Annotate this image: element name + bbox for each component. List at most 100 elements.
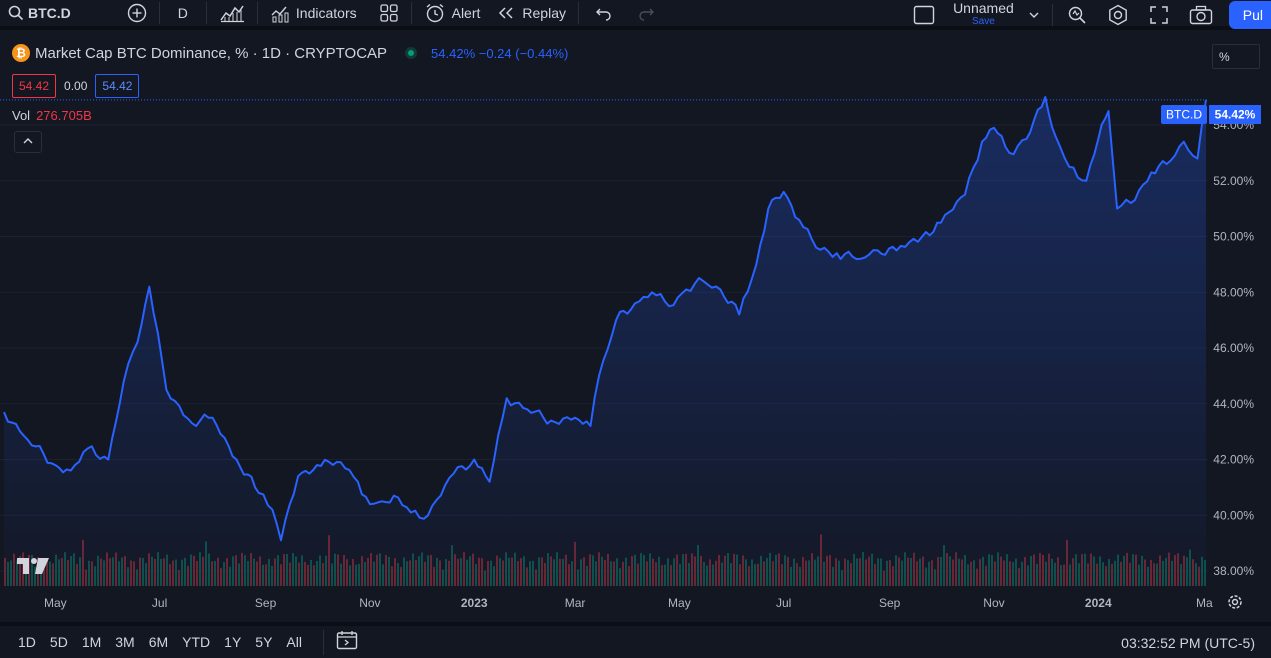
volume-legend[interactable]: Vol 276.705B	[12, 108, 92, 123]
camera-icon	[1189, 5, 1213, 25]
last-price-value: 54.42%	[1215, 108, 1256, 122]
chart-pane[interactable]: 54.00% 52.00% 50.00% 48.00% 46.00% 44.00% 42.0…	[0, 34, 1271, 622]
price-tick-label: 48.00%	[1213, 285, 1254, 299]
price-tick-label: 42.00%	[1213, 453, 1254, 467]
range-1m[interactable]: 1M	[81, 634, 102, 650]
layout-square-icon	[913, 5, 935, 25]
chart-legend[interactable]: ₿ Market Cap BTC Dominance, % · 1D · CRY…	[12, 44, 568, 62]
date-range-button[interactable]	[322, 629, 358, 655]
range-1y[interactable]: 1Y	[224, 634, 242, 650]
last-price-label: BTC.D 54.42%	[1161, 105, 1261, 124]
axis-settings-button[interactable]	[1226, 593, 1244, 616]
series-line	[3, 96, 1207, 542]
publish-label: Pul	[1242, 7, 1263, 23]
scale-mode-field[interactable]: %	[1212, 44, 1260, 69]
legend-title: Market Cap BTC Dominance, % · 1D · CRYPT…	[35, 44, 388, 62]
templates-button[interactable]	[371, 0, 407, 28]
time-tick-label: Mar	[565, 596, 586, 610]
clock-timezone[interactable]: 03:32:52 PM (UTC-5)	[1121, 635, 1255, 651]
range-1d[interactable]: 1D	[18, 634, 36, 650]
search-icon	[8, 5, 24, 21]
tradingview-logo-icon[interactable]	[16, 556, 50, 582]
toolbar-divider	[578, 2, 579, 24]
value-plain: 0.00	[64, 79, 88, 93]
time-tick-label: Jul	[776, 596, 791, 610]
calendar-goto-icon	[336, 630, 358, 654]
toolbar-divider	[410, 2, 412, 24]
legend-values: 54.42 0.00 54.42	[12, 74, 140, 98]
interval-button[interactable]: D	[164, 0, 202, 28]
time-tick-label: Sep	[879, 596, 901, 610]
time-tick-label: 2024	[1085, 596, 1112, 610]
snapshot-button[interactable]	[1179, 0, 1223, 30]
layout-name[interactable]: Unnamed Save	[949, 0, 1018, 28]
last-price-symbol: BTC.D	[1166, 108, 1202, 122]
time-tick-label: Sep	[255, 596, 277, 610]
time-tick-label: Ma	[1196, 596, 1213, 610]
price-axis: 54.00%52.00%50.00%48.00%46.00%44.00%42.0…	[1213, 118, 1254, 578]
toolbar-divider	[158, 2, 160, 24]
grid-icon	[379, 3, 399, 23]
undo-icon	[595, 5, 613, 21]
price-tick-label: 46.00%	[1213, 341, 1254, 355]
symbol-label: BTC.D	[28, 5, 71, 21]
price-tick-label: 38.00%	[1213, 564, 1254, 578]
magic-search-icon	[1067, 5, 1087, 25]
alarm-clock-icon	[424, 3, 446, 23]
toolbar-divider	[1051, 4, 1053, 26]
volume-label: Vol	[12, 108, 31, 123]
chevron-up-icon	[22, 135, 34, 149]
quick-search-button[interactable]	[1057, 0, 1097, 30]
top-toolbar: BTC.D D Indicators Alert Rep	[0, 0, 1271, 30]
volume-value: 276.705B	[36, 108, 92, 123]
undo-button[interactable]	[583, 0, 625, 28]
interval-label: D	[177, 5, 188, 21]
market-status-icon	[405, 47, 418, 59]
time-tick-label: 2023	[461, 596, 488, 610]
fullscreen-button[interactable]	[1139, 0, 1179, 30]
range-5d[interactable]: 5D	[49, 634, 68, 650]
redo-button[interactable]	[625, 0, 667, 28]
add-circle-icon	[127, 3, 147, 23]
fullscreen-icon	[1149, 5, 1169, 25]
chart-type-button[interactable]	[211, 0, 253, 28]
area-chart-icon	[219, 3, 245, 23]
value-box-blue: 54.42	[95, 74, 140, 98]
area-fill	[4, 97, 1206, 586]
time-tick-label: May	[668, 596, 691, 610]
gear-icon	[1226, 595, 1244, 615]
time-axis: May Jul Sep Nov 2023 Mar May Jul Sep Nov 2024 Ma	[44, 596, 1213, 610]
range-ytd[interactable]: YTD	[182, 634, 211, 650]
layout-name-label: Unnamed	[953, 0, 1014, 16]
collapse-legend-button[interactable]	[14, 131, 42, 153]
price-tick-label: 52.00%	[1213, 174, 1254, 188]
price-tick-label: 44.00%	[1213, 397, 1254, 411]
bitcoin-icon: ₿	[12, 44, 30, 62]
layout-save-label: Save	[972, 16, 995, 27]
legend-quote: 54.42% −0.24 (−0.44%)	[431, 45, 569, 61]
gear-icon	[1107, 4, 1129, 26]
time-tick-label: Jul	[152, 596, 167, 610]
symbol-search[interactable]: BTC.D	[0, 0, 79, 28]
time-tick-label: Nov	[983, 596, 1004, 610]
range-5y[interactable]: 5Y	[255, 634, 273, 650]
indicators-button[interactable]: Indicators	[262, 0, 365, 28]
toolbar-divider	[256, 2, 258, 24]
range-6m[interactable]: 6M	[148, 634, 169, 650]
replay-button[interactable]: Replay	[488, 0, 574, 28]
range-all[interactable]: All	[286, 634, 302, 650]
price-chart[interactable]: 54.00%52.00%50.00%48.00%46.00%44.00%42.0…	[0, 34, 1271, 622]
replay-icon	[496, 5, 516, 21]
indicators-label: Indicators	[295, 5, 357, 21]
layout-select-button[interactable]: Unnamed Save	[905, 0, 1048, 30]
alert-button[interactable]: Alert	[416, 0, 489, 28]
redo-icon	[637, 5, 655, 21]
price-tick-label: 50.00%	[1213, 230, 1254, 244]
time-tick-label: Nov	[359, 596, 380, 610]
compare-button[interactable]	[119, 0, 155, 28]
publish-button[interactable]: Pul	[1228, 1, 1271, 29]
chart-settings-button[interactable]	[1097, 0, 1139, 30]
chevron-down-icon[interactable]	[1028, 10, 1040, 20]
alert-label: Alert	[451, 5, 481, 21]
range-3m[interactable]: 3M	[115, 634, 135, 650]
